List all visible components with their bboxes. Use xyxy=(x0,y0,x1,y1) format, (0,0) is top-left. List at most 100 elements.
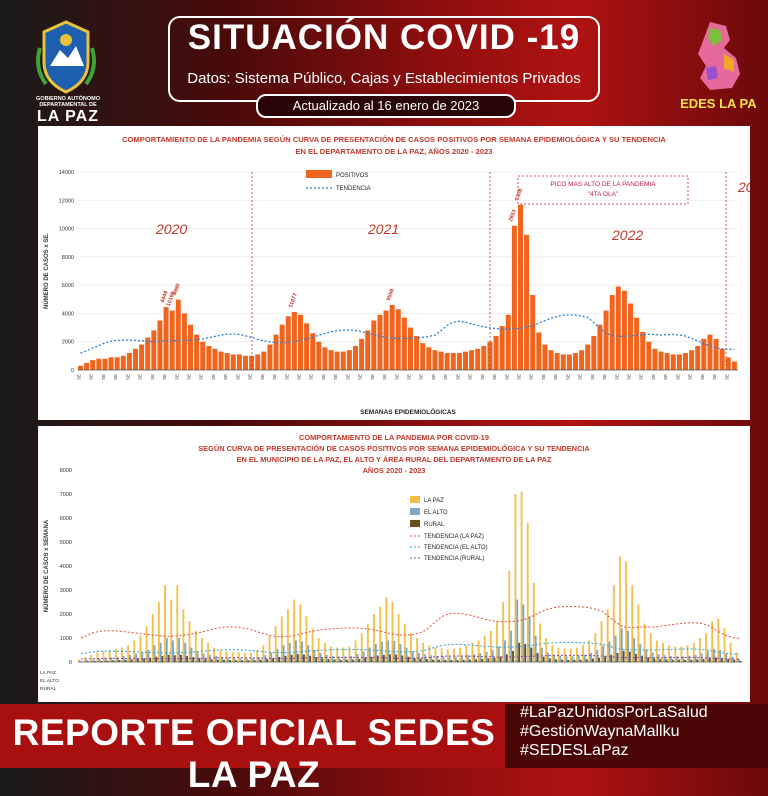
chart2-bar-el-alto xyxy=(645,650,647,662)
chart2-title-line: SEGÚN CURVA DE PRESENTACIÓN DE CASOS POS… xyxy=(198,444,590,453)
chart1-x-tick: SE xyxy=(187,374,192,380)
chart1-bar xyxy=(261,352,266,370)
chart1-bar xyxy=(549,350,554,370)
chart1-bar xyxy=(695,346,700,370)
chart2-bar-la-paz xyxy=(189,621,191,662)
chart2-bar-el-alto xyxy=(639,644,641,662)
chart1-peak-label: 9558 xyxy=(386,288,396,302)
gobierno-lapaz-text: LA PAZ xyxy=(18,108,118,126)
chart1-y-tick: 8000 xyxy=(62,255,74,261)
chart1-bar xyxy=(335,352,340,370)
chart1-bar xyxy=(200,342,205,370)
chart1-bar xyxy=(707,335,712,370)
chart2-y-tick: 8000 xyxy=(60,468,72,474)
chart2-bar-la-paz xyxy=(521,492,523,662)
chart2-bar-la-paz xyxy=(146,626,148,662)
chart1-bar xyxy=(567,354,572,370)
chart2-bar-la-paz xyxy=(428,645,430,662)
chart2-bar-la-paz xyxy=(625,561,627,662)
chart2-bar-rural xyxy=(487,658,489,662)
chart1-bar xyxy=(646,342,651,370)
chart2-bar-rural xyxy=(531,648,533,662)
chart2-y-tick: 0 xyxy=(69,660,72,666)
chart1-bar xyxy=(579,350,584,370)
chart2-bar-rural xyxy=(278,657,280,662)
chart1-bar xyxy=(573,353,578,370)
chart2-bar-la-paz xyxy=(607,609,609,662)
chart2-bar-la-paz xyxy=(582,645,584,662)
chart2-bar-el-alto xyxy=(670,656,672,662)
chart2-bar-el-alto xyxy=(504,640,506,662)
chart2-bar-el-alto xyxy=(516,600,518,662)
chart1-y-tick: 2000 xyxy=(62,340,74,346)
chart1-annotation-text: "4TA OLA" xyxy=(588,191,619,198)
chart2-bar-la-paz xyxy=(349,646,351,662)
chart1-bar xyxy=(555,353,560,370)
chart2-bar-el-alto xyxy=(467,655,469,662)
chart2-bar-la-paz xyxy=(668,645,670,662)
chart1-x-tick: SE xyxy=(443,374,448,380)
chart2-bar-rural xyxy=(629,652,631,662)
chart2-bar-el-alto xyxy=(498,646,500,662)
chart2-bar-rural xyxy=(537,653,539,662)
chart2-bar-la-paz xyxy=(662,643,664,662)
chart2-bar-el-alto xyxy=(234,658,236,662)
chart2-bar-el-alto xyxy=(154,645,156,662)
chart2-bar-el-alto xyxy=(270,652,272,662)
chart2-bar-el-alto xyxy=(147,650,149,662)
chart1-bar xyxy=(347,350,352,370)
chart2-bar-el-alto xyxy=(313,650,315,662)
chart2-bar-el-alto xyxy=(535,636,537,662)
chart1-x-tick: SE xyxy=(382,374,387,380)
chart1-bar xyxy=(524,235,529,370)
chart1-bar xyxy=(78,366,83,370)
chart2-bar-la-paz xyxy=(312,628,314,662)
chart1-year-label: 2022 xyxy=(611,227,643,243)
chart2-legend-label: TENDENCIA (LA PAZ) xyxy=(424,534,484,540)
chart2-bar-el-alto xyxy=(559,656,561,662)
chart1-x-tick: SE xyxy=(162,374,167,380)
chart1-x-tick: SE xyxy=(724,374,729,380)
chart1-x-tick: SE xyxy=(431,374,436,380)
chart2-bar-el-alto xyxy=(455,656,457,662)
chart2-bar-la-paz xyxy=(496,621,498,662)
chart2-bar-la-paz xyxy=(379,607,381,662)
chart1-bar xyxy=(506,315,511,370)
chart1-x-tick: SE xyxy=(504,374,509,380)
chart1-legend-label-tendencia: TENDENCIA xyxy=(336,186,371,192)
chart1-bar xyxy=(237,354,242,370)
chart1-bar xyxy=(219,352,224,370)
chart2-bar-el-alto xyxy=(141,652,143,662)
chart2-bar-rural xyxy=(377,656,379,662)
chart2-bar-el-alto xyxy=(363,651,365,662)
chart2-bar-la-paz xyxy=(84,657,86,662)
chart2-bar-rural xyxy=(358,659,360,662)
chart1-x-tick: SE xyxy=(125,374,130,380)
chart2-bar-el-alto xyxy=(529,616,531,662)
chart2-bar-la-paz xyxy=(121,648,123,662)
chart2-bar-la-paz xyxy=(422,643,424,662)
chart2-bar-rural xyxy=(143,658,145,662)
chart1-x-tick: SE xyxy=(565,374,570,380)
chart2-bar-rural xyxy=(303,655,305,662)
chart1-bar xyxy=(157,321,162,371)
chart2-bar-el-alto xyxy=(332,656,334,662)
chart-panel-department: COMPORTAMIENTO DE LA PANDEMIA SEGÚN CURV… xyxy=(38,126,750,420)
chart1-bar xyxy=(652,349,657,370)
chart1-bar xyxy=(591,336,596,370)
chart2-y-tick: 2000 xyxy=(60,612,72,618)
chart1-bar xyxy=(188,325,193,370)
chart2-bar-la-paz xyxy=(619,556,621,662)
chart2-bar-la-paz xyxy=(262,645,264,662)
chart1-bar xyxy=(396,309,401,370)
chart1-bar xyxy=(402,318,407,370)
chart1-bar xyxy=(610,295,615,370)
chart2-bar-el-alto xyxy=(430,655,432,662)
chart2-legend-label: TENDENCIA (RURAL) xyxy=(424,556,484,562)
chart2-row-label: RURAL xyxy=(40,686,57,692)
chart1-x-tick: SE xyxy=(394,374,399,380)
chart2-bar-la-paz xyxy=(594,633,596,662)
chart2-bar-la-paz xyxy=(195,631,197,662)
chart1-bar xyxy=(96,359,101,370)
chart2-bar-la-paz xyxy=(465,645,467,662)
